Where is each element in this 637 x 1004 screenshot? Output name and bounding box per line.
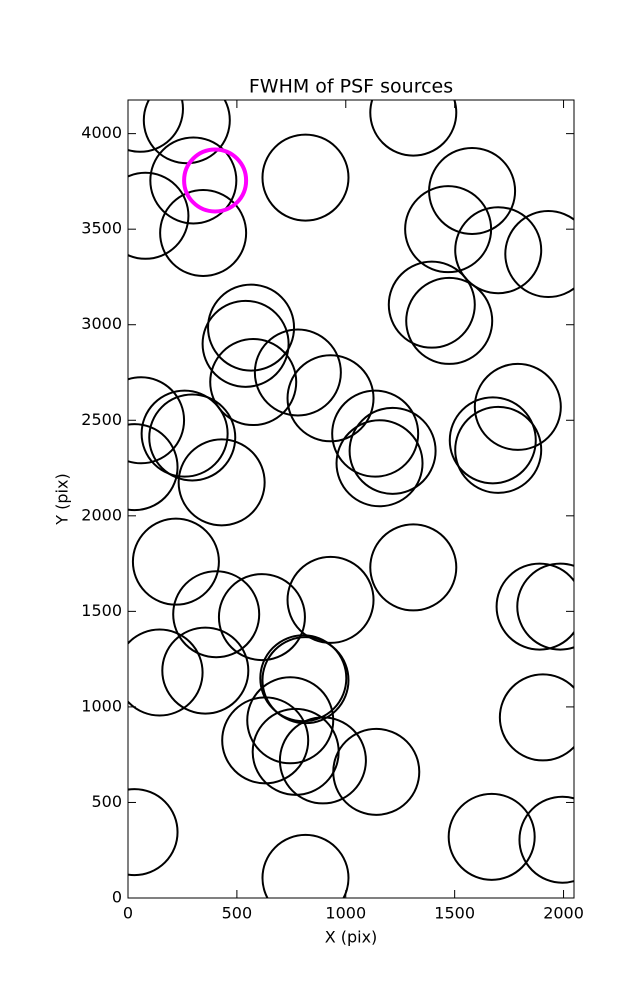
- psf-source: [172, 570, 261, 659]
- psf-source: [177, 438, 266, 527]
- x-axis-label: X (pix): [325, 928, 378, 947]
- psf-source: [140, 389, 229, 478]
- psf-source: [473, 362, 562, 451]
- y-tick-label: 2000: [81, 505, 122, 524]
- psf-source: [201, 299, 290, 388]
- psf-source: [286, 354, 375, 443]
- psf-source: [405, 276, 494, 365]
- psf-source: [447, 792, 536, 881]
- y-tick-label: 2500: [81, 410, 122, 429]
- y-tick-label: 1500: [81, 601, 122, 620]
- x-tick-label: 500: [222, 904, 253, 923]
- psf-source: [149, 136, 238, 225]
- psf-source: [253, 328, 342, 417]
- psf-source: [332, 727, 421, 816]
- psf-source: [369, 523, 458, 612]
- y-axis-label: Y (pix): [53, 473, 72, 525]
- psf-source: [128, 376, 186, 465]
- psf-source: [128, 788, 179, 877]
- psf-source: [161, 626, 250, 715]
- psf-source: [261, 833, 350, 898]
- psf-source: [128, 171, 190, 260]
- psf-source: [448, 396, 537, 485]
- psf-source: [148, 393, 237, 482]
- psf-source: [142, 100, 231, 165]
- y-tick-label: 3000: [81, 314, 122, 333]
- x-tick-label: 1000: [325, 904, 366, 923]
- psf-source: [498, 673, 574, 762]
- psf-source: [286, 555, 375, 644]
- y-tick-label: 4000: [81, 123, 122, 142]
- x-tick-label: 0: [123, 904, 133, 923]
- psf-source: [209, 338, 298, 427]
- psf-source: [131, 517, 220, 606]
- plot-frame: [127, 99, 575, 899]
- x-tick-label: 2000: [543, 904, 584, 923]
- psf-source: [331, 389, 420, 478]
- psf-source: [128, 423, 179, 512]
- psf-source: [516, 562, 574, 651]
- psf-source: [518, 795, 574, 884]
- y-tick-label: 500: [91, 792, 122, 811]
- psf-source: [217, 573, 306, 662]
- psf-source: [207, 283, 296, 372]
- psf-source: [387, 260, 476, 349]
- psf-source: [128, 100, 184, 153]
- psf-source: [454, 206, 543, 295]
- x-tick-label: 1500: [434, 904, 475, 923]
- psf-source: [261, 133, 350, 222]
- y-tick-label: 0: [112, 888, 122, 907]
- psf-source: [278, 716, 367, 805]
- psf-source: [369, 100, 458, 157]
- psf-source: [335, 419, 424, 508]
- y-tick-label: 3500: [81, 219, 122, 238]
- psf-source: [454, 405, 543, 494]
- plot-area: [128, 100, 574, 898]
- psf-source: [404, 185, 493, 274]
- chart-title: FWHM of PSF sources: [249, 76, 453, 98]
- highlight-source: [182, 147, 249, 214]
- psf-source: [246, 676, 335, 765]
- psf-source: [348, 406, 437, 495]
- psf-source: [159, 189, 248, 277]
- psf-source: [128, 628, 204, 717]
- y-tick-label: 1000: [81, 696, 122, 715]
- psf-source: [504, 210, 574, 299]
- psf-source: [495, 562, 574, 651]
